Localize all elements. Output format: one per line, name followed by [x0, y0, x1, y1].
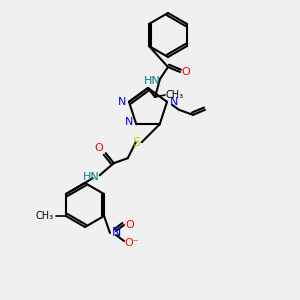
Text: O⁻: O⁻: [125, 238, 139, 248]
Text: N: N: [118, 97, 126, 107]
Text: CH₃: CH₃: [165, 90, 183, 100]
Text: O: O: [94, 143, 103, 153]
Text: CH₃: CH₃: [36, 211, 54, 221]
Text: S: S: [132, 136, 140, 149]
Text: N: N: [111, 226, 121, 239]
Text: O: O: [126, 220, 134, 230]
Text: N: N: [125, 117, 134, 127]
Text: O: O: [182, 67, 190, 77]
Text: N: N: [170, 97, 178, 107]
Text: HN: HN: [82, 172, 99, 182]
Text: HN: HN: [144, 76, 160, 86]
